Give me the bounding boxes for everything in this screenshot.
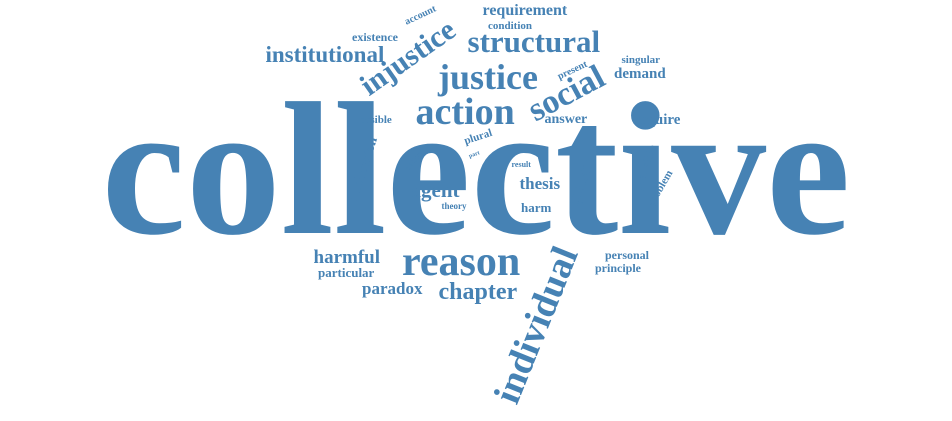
word-chapter: chapter: [438, 279, 518, 305]
word-harmful: harmful: [313, 246, 381, 268]
word-theory: theory: [441, 200, 467, 211]
word-result: result: [511, 160, 531, 169]
word-requirement: requirement: [482, 2, 568, 19]
word-particular: particular: [318, 264, 375, 280]
word-demand: demand: [614, 65, 666, 82]
word-collective: collective: [101, 65, 851, 275]
word-possible: possible: [354, 113, 392, 126]
word-institutional: institutional: [265, 41, 385, 67]
word-principle: principle: [595, 261, 642, 275]
word-condition: condition: [488, 19, 533, 32]
word-personal: personal: [605, 248, 650, 262]
word-action: action: [415, 91, 515, 133]
word-existence: existence: [352, 30, 398, 44]
word-agent: agent: [410, 177, 460, 202]
word-harm: harm: [521, 199, 552, 215]
word-answer: answer: [544, 112, 588, 127]
word-singular: singular: [621, 53, 661, 66]
word-paradox: paradox: [362, 278, 423, 298]
word-justice: justice: [438, 57, 538, 97]
word-require: require: [633, 111, 681, 128]
word-reason: reason: [402, 239, 521, 285]
word-structural: structural: [467, 23, 601, 59]
word-thesis: thesis: [519, 173, 561, 193]
